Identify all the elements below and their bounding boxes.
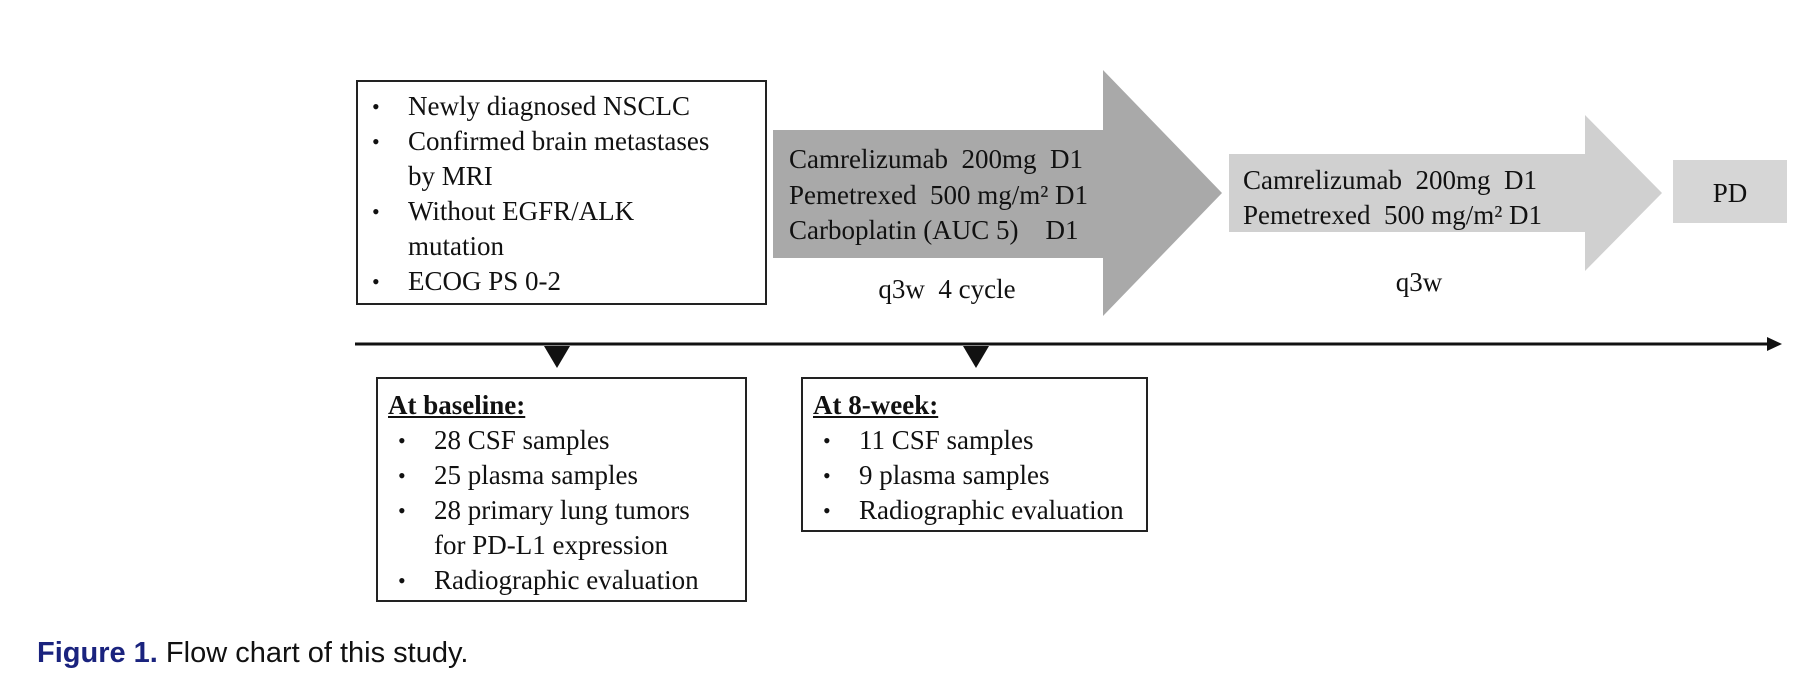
pd-label: PD xyxy=(1713,178,1748,208)
list-item: Confirmed brain metastases by MRI xyxy=(362,124,759,194)
list-item: ECOG PS 0-2 xyxy=(362,264,759,299)
induction-line-1: Camrelizumab 200mg D1 xyxy=(789,144,1083,174)
baseline-marker xyxy=(544,346,570,368)
item-line: Confirmed brain metastases xyxy=(408,126,710,156)
list-item: Newly diagnosed NSCLC xyxy=(362,89,759,124)
induction-schedule: q3w 4 cycle xyxy=(878,274,1015,304)
item-line: ECOG PS 0-2 xyxy=(408,266,562,296)
week8-list: 11 CSF samples 9 plasma samples Radiogra… xyxy=(813,423,1140,528)
eligibility-list: Newly diagnosed NSCLC Confirmed brain me… xyxy=(362,89,759,299)
maintenance-line-1: Camrelizumab 200mg D1 xyxy=(1243,165,1537,195)
baseline-heading: At baseline: xyxy=(388,390,526,420)
week8-box: At 8-week: 11 CSF samples 9 plasma sampl… xyxy=(801,377,1148,532)
list-item: 28 CSF samples xyxy=(388,423,739,458)
item-line: Newly diagnosed NSCLC xyxy=(408,91,690,121)
maintenance-schedule: q3w xyxy=(1396,267,1443,297)
induction-arrow xyxy=(773,70,1222,316)
maintenance-line-2: Pemetrexed 500 mg/m² D1 xyxy=(1243,200,1542,230)
caption-label: Figure 1. xyxy=(37,637,158,669)
induction-line-2: Pemetrexed 500 mg/m² D1 xyxy=(789,180,1088,210)
item-line: Radiographic evaluation xyxy=(859,495,1124,525)
item-line: 28 primary lung tumors xyxy=(434,495,690,525)
list-item: Radiographic evaluation xyxy=(388,563,739,598)
item-line: 25 plasma samples xyxy=(434,460,638,490)
item-line: mutation xyxy=(408,231,504,261)
list-item: Without EGFR/ALK mutation xyxy=(362,194,759,264)
item-line: 28 CSF samples xyxy=(434,425,610,455)
caption-text: Flow chart of this study. xyxy=(165,637,469,669)
list-item: 25 plasma samples xyxy=(388,458,739,493)
item-line: for PD-L1 expression xyxy=(434,530,668,560)
item-line: 9 plasma samples xyxy=(859,460,1050,490)
list-item: 28 primary lung tumors for PD-L1 express… xyxy=(388,493,739,563)
item-line: Without EGFR/ALK xyxy=(408,196,635,226)
list-item: 11 CSF samples xyxy=(813,423,1140,458)
baseline-list: 28 CSF samples 25 plasma samples 28 prim… xyxy=(388,423,739,598)
eligibility-box: Newly diagnosed NSCLC Confirmed brain me… xyxy=(356,80,767,305)
timeline-arrowhead xyxy=(1767,337,1782,351)
baseline-box: At baseline: 28 CSF samples 25 plasma sa… xyxy=(376,377,747,602)
pd-box xyxy=(1673,160,1787,223)
induction-line-3: Carboplatin (AUC 5) D1 xyxy=(789,215,1078,245)
item-line: by MRI xyxy=(408,161,493,191)
list-item: 9 plasma samples xyxy=(813,458,1140,493)
week8-heading: At 8-week: xyxy=(813,390,939,420)
maintenance-arrow xyxy=(1229,115,1662,271)
week8-marker xyxy=(963,346,989,368)
list-item: Radiographic evaluation xyxy=(813,493,1140,528)
figure-caption: Figure 1. Flow chart of this study. xyxy=(37,637,468,670)
item-line: 11 CSF samples xyxy=(859,425,1034,455)
item-line: Radiographic evaluation xyxy=(434,565,699,595)
